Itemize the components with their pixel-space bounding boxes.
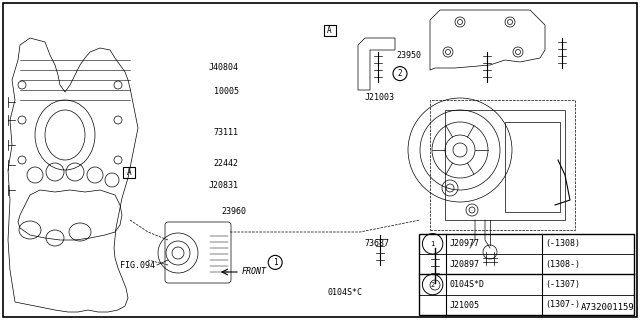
Text: 0104S*C: 0104S*C	[328, 288, 363, 297]
Text: 1: 1	[273, 258, 278, 267]
Text: FIG.094: FIG.094	[120, 260, 155, 269]
Text: (1308-): (1308-)	[545, 260, 580, 269]
Text: J20977: J20977	[449, 239, 479, 248]
Text: A: A	[127, 168, 132, 177]
Text: J21003: J21003	[365, 93, 395, 102]
Bar	[419, 234, 634, 315]
Text: 1: 1	[431, 241, 435, 247]
Text: A732001159: A732001159	[581, 303, 635, 312]
Bar	[505, 122, 560, 212]
Text: (-1308): (-1308)	[545, 239, 580, 248]
Text: 2: 2	[397, 69, 403, 78]
Text: 0104S*D: 0104S*D	[449, 280, 484, 289]
Text: A: A	[327, 26, 332, 35]
Text: 22442: 22442	[214, 159, 239, 168]
Text: 2: 2	[431, 282, 435, 288]
Text: J21005: J21005	[449, 300, 479, 309]
Text: J40804: J40804	[209, 63, 239, 72]
Text: 73687: 73687	[365, 239, 390, 248]
Bar	[430, 100, 575, 230]
Text: (1307-): (1307-)	[545, 300, 580, 309]
Text: (-1307): (-1307)	[545, 280, 580, 289]
Text: 10005: 10005	[214, 87, 239, 96]
Text: J20831: J20831	[209, 181, 239, 190]
Bar	[324, 25, 335, 36]
Text: J20897: J20897	[449, 260, 479, 269]
Text: FRONT: FRONT	[242, 268, 267, 276]
Bar	[124, 167, 135, 178]
Text: 23950: 23950	[397, 52, 422, 60]
Text: 23960: 23960	[221, 207, 246, 216]
Text: 73111: 73111	[214, 128, 239, 137]
